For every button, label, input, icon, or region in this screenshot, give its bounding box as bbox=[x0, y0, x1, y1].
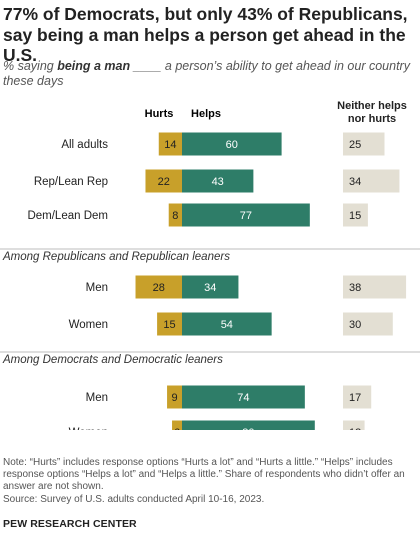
group-heading: Among Democrats and Democratic leaners bbox=[2, 354, 223, 366]
helps-bar bbox=[182, 132, 282, 156]
hurts-bar bbox=[158, 132, 182, 156]
subtitle-emphasis: being a man bbox=[57, 59, 131, 73]
hurts-value: 8 bbox=[172, 210, 178, 222]
hurts-value: 28 bbox=[153, 282, 165, 294]
hurts-value: 22 bbox=[158, 176, 170, 188]
legend-hurts-label: Hurts bbox=[145, 108, 174, 120]
neither-value: 30 bbox=[349, 319, 361, 331]
helps-bar bbox=[182, 385, 305, 409]
neither-value: 38 bbox=[349, 282, 361, 294]
neither-bar bbox=[343, 312, 393, 336]
hurts-value: 9 bbox=[171, 392, 177, 404]
group-heading: Among Republicans and Republican leaners bbox=[2, 251, 230, 263]
legend-neither-label-line2: nor hurts bbox=[348, 113, 396, 125]
org-name: PEW RESEARCH CENTER bbox=[3, 518, 137, 530]
neither-value: 15 bbox=[349, 210, 361, 222]
neither-value: 13 bbox=[349, 427, 361, 430]
row-label: Women bbox=[69, 319, 108, 331]
neither-bar bbox=[343, 420, 365, 430]
legend-helps-label: Helps bbox=[191, 108, 221, 120]
hurts-value: 15 bbox=[163, 319, 175, 331]
chart-title: 77% of Democrats, but only 43% of Republ… bbox=[3, 4, 408, 65]
neither-value: 17 bbox=[349, 392, 361, 404]
helps-bar bbox=[182, 312, 272, 336]
hurts-bar bbox=[145, 169, 182, 193]
neither-bar bbox=[343, 385, 372, 409]
row-label: Men bbox=[86, 282, 108, 294]
source-text: Source: Survey of U.S. adults conducted … bbox=[3, 493, 265, 505]
note-text: Note: “Hurts” includes response options … bbox=[3, 457, 405, 493]
row-label: Rep/Lean Rep bbox=[34, 176, 108, 188]
helps-bar bbox=[182, 420, 315, 430]
neither-value: 34 bbox=[349, 176, 361, 188]
helps-bar bbox=[182, 275, 239, 299]
hurts-bar bbox=[168, 203, 182, 227]
row-label: All adults bbox=[61, 139, 108, 151]
helps-value: 74 bbox=[237, 392, 249, 404]
subtitle-before: % saying bbox=[3, 59, 58, 73]
neither-bar bbox=[343, 132, 385, 156]
hurts-bar bbox=[172, 420, 182, 430]
row-label: Dem/Lean Dem bbox=[27, 210, 108, 222]
hurts-bar bbox=[157, 312, 182, 336]
hurts-bar bbox=[135, 275, 182, 299]
neither-value: 25 bbox=[349, 139, 361, 151]
helps-value: 54 bbox=[221, 319, 233, 331]
legend-neither-label-line1: Neither helps bbox=[337, 100, 407, 112]
helps-value: 43 bbox=[212, 176, 224, 188]
hurts-value: 6 bbox=[174, 427, 180, 430]
chart-subtitle: % saying being a man ____ a person’s abi… bbox=[3, 59, 417, 89]
helps-value: 60 bbox=[226, 139, 238, 151]
helps-value: 80 bbox=[242, 427, 254, 430]
chart-rows: All adults 14 60 25 Rep/Lean Rep 22 43 34 Dem/Le… bbox=[0, 132, 420, 430]
neither-bar bbox=[343, 275, 407, 299]
helps-value: 77 bbox=[240, 210, 252, 222]
neither-bar bbox=[343, 203, 368, 227]
helps-bar bbox=[182, 169, 254, 193]
subtitle-after: ____ a person’s ability to get ahead in … bbox=[3, 59, 410, 88]
row-label: Women bbox=[69, 427, 108, 430]
helps-value: 34 bbox=[204, 282, 216, 294]
helps-bar bbox=[182, 203, 310, 227]
hurts-bar bbox=[167, 385, 182, 409]
neither-bar bbox=[343, 169, 400, 193]
row-label: Men bbox=[86, 392, 108, 404]
chart-notes: Note: “Hurts” includes response options … bbox=[3, 457, 417, 506]
hurts-value: 14 bbox=[164, 139, 176, 151]
diverging-bar-chart: Hurts Helps Neither helps nor hurts All … bbox=[0, 100, 420, 430]
